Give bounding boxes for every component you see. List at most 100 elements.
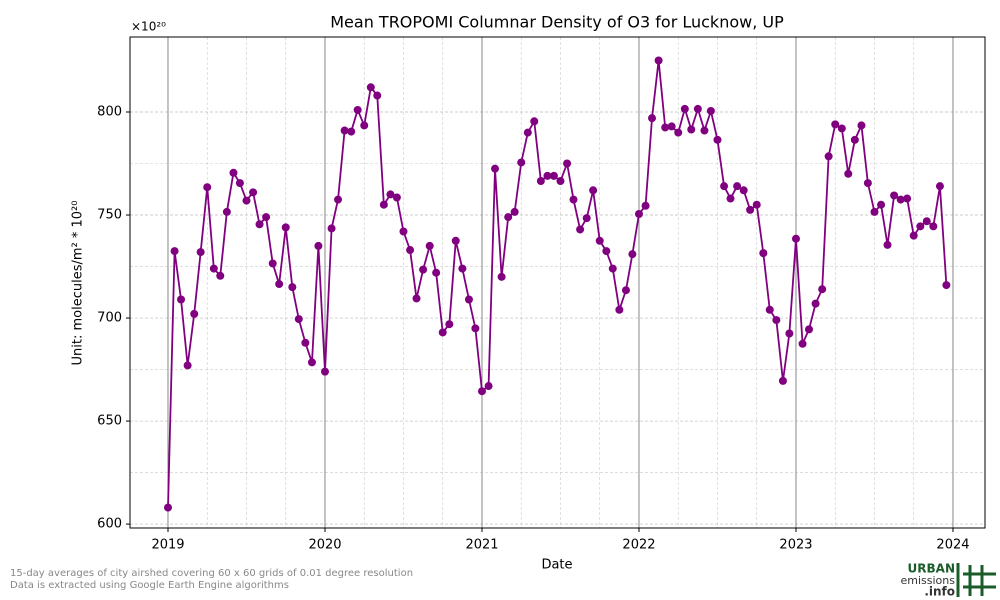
footnote: Data is extracted using Google Earth Eng… (10, 580, 289, 591)
logo-mark (956, 563, 996, 597)
data-line (167, 60, 948, 508)
data-point (602, 247, 611, 256)
plot-frame (129, 36, 986, 529)
data-point (510, 207, 519, 216)
data-point (765, 305, 774, 314)
data-point (334, 195, 343, 204)
data-point (458, 264, 467, 273)
data-point (661, 123, 670, 132)
data-point (177, 295, 186, 304)
data-point (778, 376, 787, 385)
data-point (536, 177, 545, 186)
data-point (890, 191, 899, 200)
data-point (785, 329, 794, 338)
data-point (700, 126, 709, 135)
data-point (216, 271, 225, 280)
data-point (667, 122, 676, 131)
data-point (909, 231, 918, 240)
data-point (471, 324, 480, 333)
data-point (634, 209, 643, 218)
data-point (687, 125, 696, 134)
data-point (935, 182, 944, 191)
data-point (641, 201, 650, 210)
data-point (294, 315, 303, 324)
data-point (523, 128, 532, 137)
y-tick-label: 750 (97, 208, 122, 223)
x-tick-label: 2019 (151, 538, 184, 553)
data-point (190, 309, 199, 318)
data-point (275, 280, 284, 289)
data-point (249, 188, 258, 197)
data-point (811, 299, 820, 308)
data-point (791, 234, 800, 243)
data-point (484, 382, 493, 391)
data-point (589, 186, 598, 195)
data-point (916, 222, 925, 231)
data-point (903, 194, 912, 203)
data-point (582, 214, 591, 223)
data-point (451, 236, 460, 245)
data-point (896, 195, 905, 204)
data-point (746, 205, 755, 214)
data-point (733, 182, 742, 191)
data-point (595, 236, 604, 245)
data-point (877, 200, 886, 209)
data-point (713, 135, 722, 144)
x-tick-label: 2020 (308, 538, 341, 553)
data-point (464, 295, 473, 304)
data-point (504, 213, 513, 222)
x-axis-label: Date (541, 558, 572, 573)
data-point (929, 222, 938, 231)
data-point (818, 285, 827, 294)
data-point (549, 171, 558, 180)
data-point (850, 135, 859, 144)
data-point (170, 247, 179, 256)
data-point (301, 338, 310, 347)
data-point (477, 387, 486, 396)
y-axis-label: Unit: molecules/m² * 10²⁰ (71, 201, 86, 366)
data-point (831, 120, 840, 129)
data-point (693, 104, 702, 113)
data-point (399, 227, 408, 236)
data-point (674, 128, 683, 137)
data-point (556, 177, 565, 186)
footnote: 15-day averages of city airshed covering… (10, 568, 413, 579)
data-point (353, 105, 362, 114)
data-point (680, 104, 689, 113)
data-point (222, 207, 231, 216)
chart-title: Mean TROPOMI Columnar Density of O3 for … (330, 13, 784, 32)
data-point (360, 121, 369, 130)
data-point (615, 305, 624, 314)
data-point (922, 217, 931, 226)
data-point (844, 169, 853, 178)
data-point (883, 240, 892, 249)
y-tick-label: 700 (97, 311, 122, 326)
data-point (307, 358, 316, 367)
data-point (281, 223, 290, 232)
data-point (262, 213, 271, 222)
data-point (720, 182, 729, 191)
x-tick-label: 2021 (465, 538, 498, 553)
data-point (628, 250, 637, 259)
data-point (445, 320, 454, 329)
data-point (543, 171, 552, 180)
data-point (491, 164, 500, 173)
data-point (340, 126, 349, 135)
data-point (870, 207, 879, 216)
data-point (203, 183, 212, 192)
data-point (412, 294, 421, 303)
data-point (530, 117, 539, 126)
y-offset-label: ×10²⁰ (131, 20, 166, 34)
data-point (772, 316, 781, 325)
logo-text: .info (924, 585, 955, 599)
data-point (163, 503, 172, 512)
data-point (759, 249, 768, 258)
logo-text: emissions (901, 574, 956, 587)
data-point (497, 272, 506, 281)
data-point (739, 186, 748, 195)
data-point (563, 159, 572, 168)
data-point (347, 127, 356, 136)
data-point (373, 91, 382, 100)
data-point (648, 114, 657, 123)
